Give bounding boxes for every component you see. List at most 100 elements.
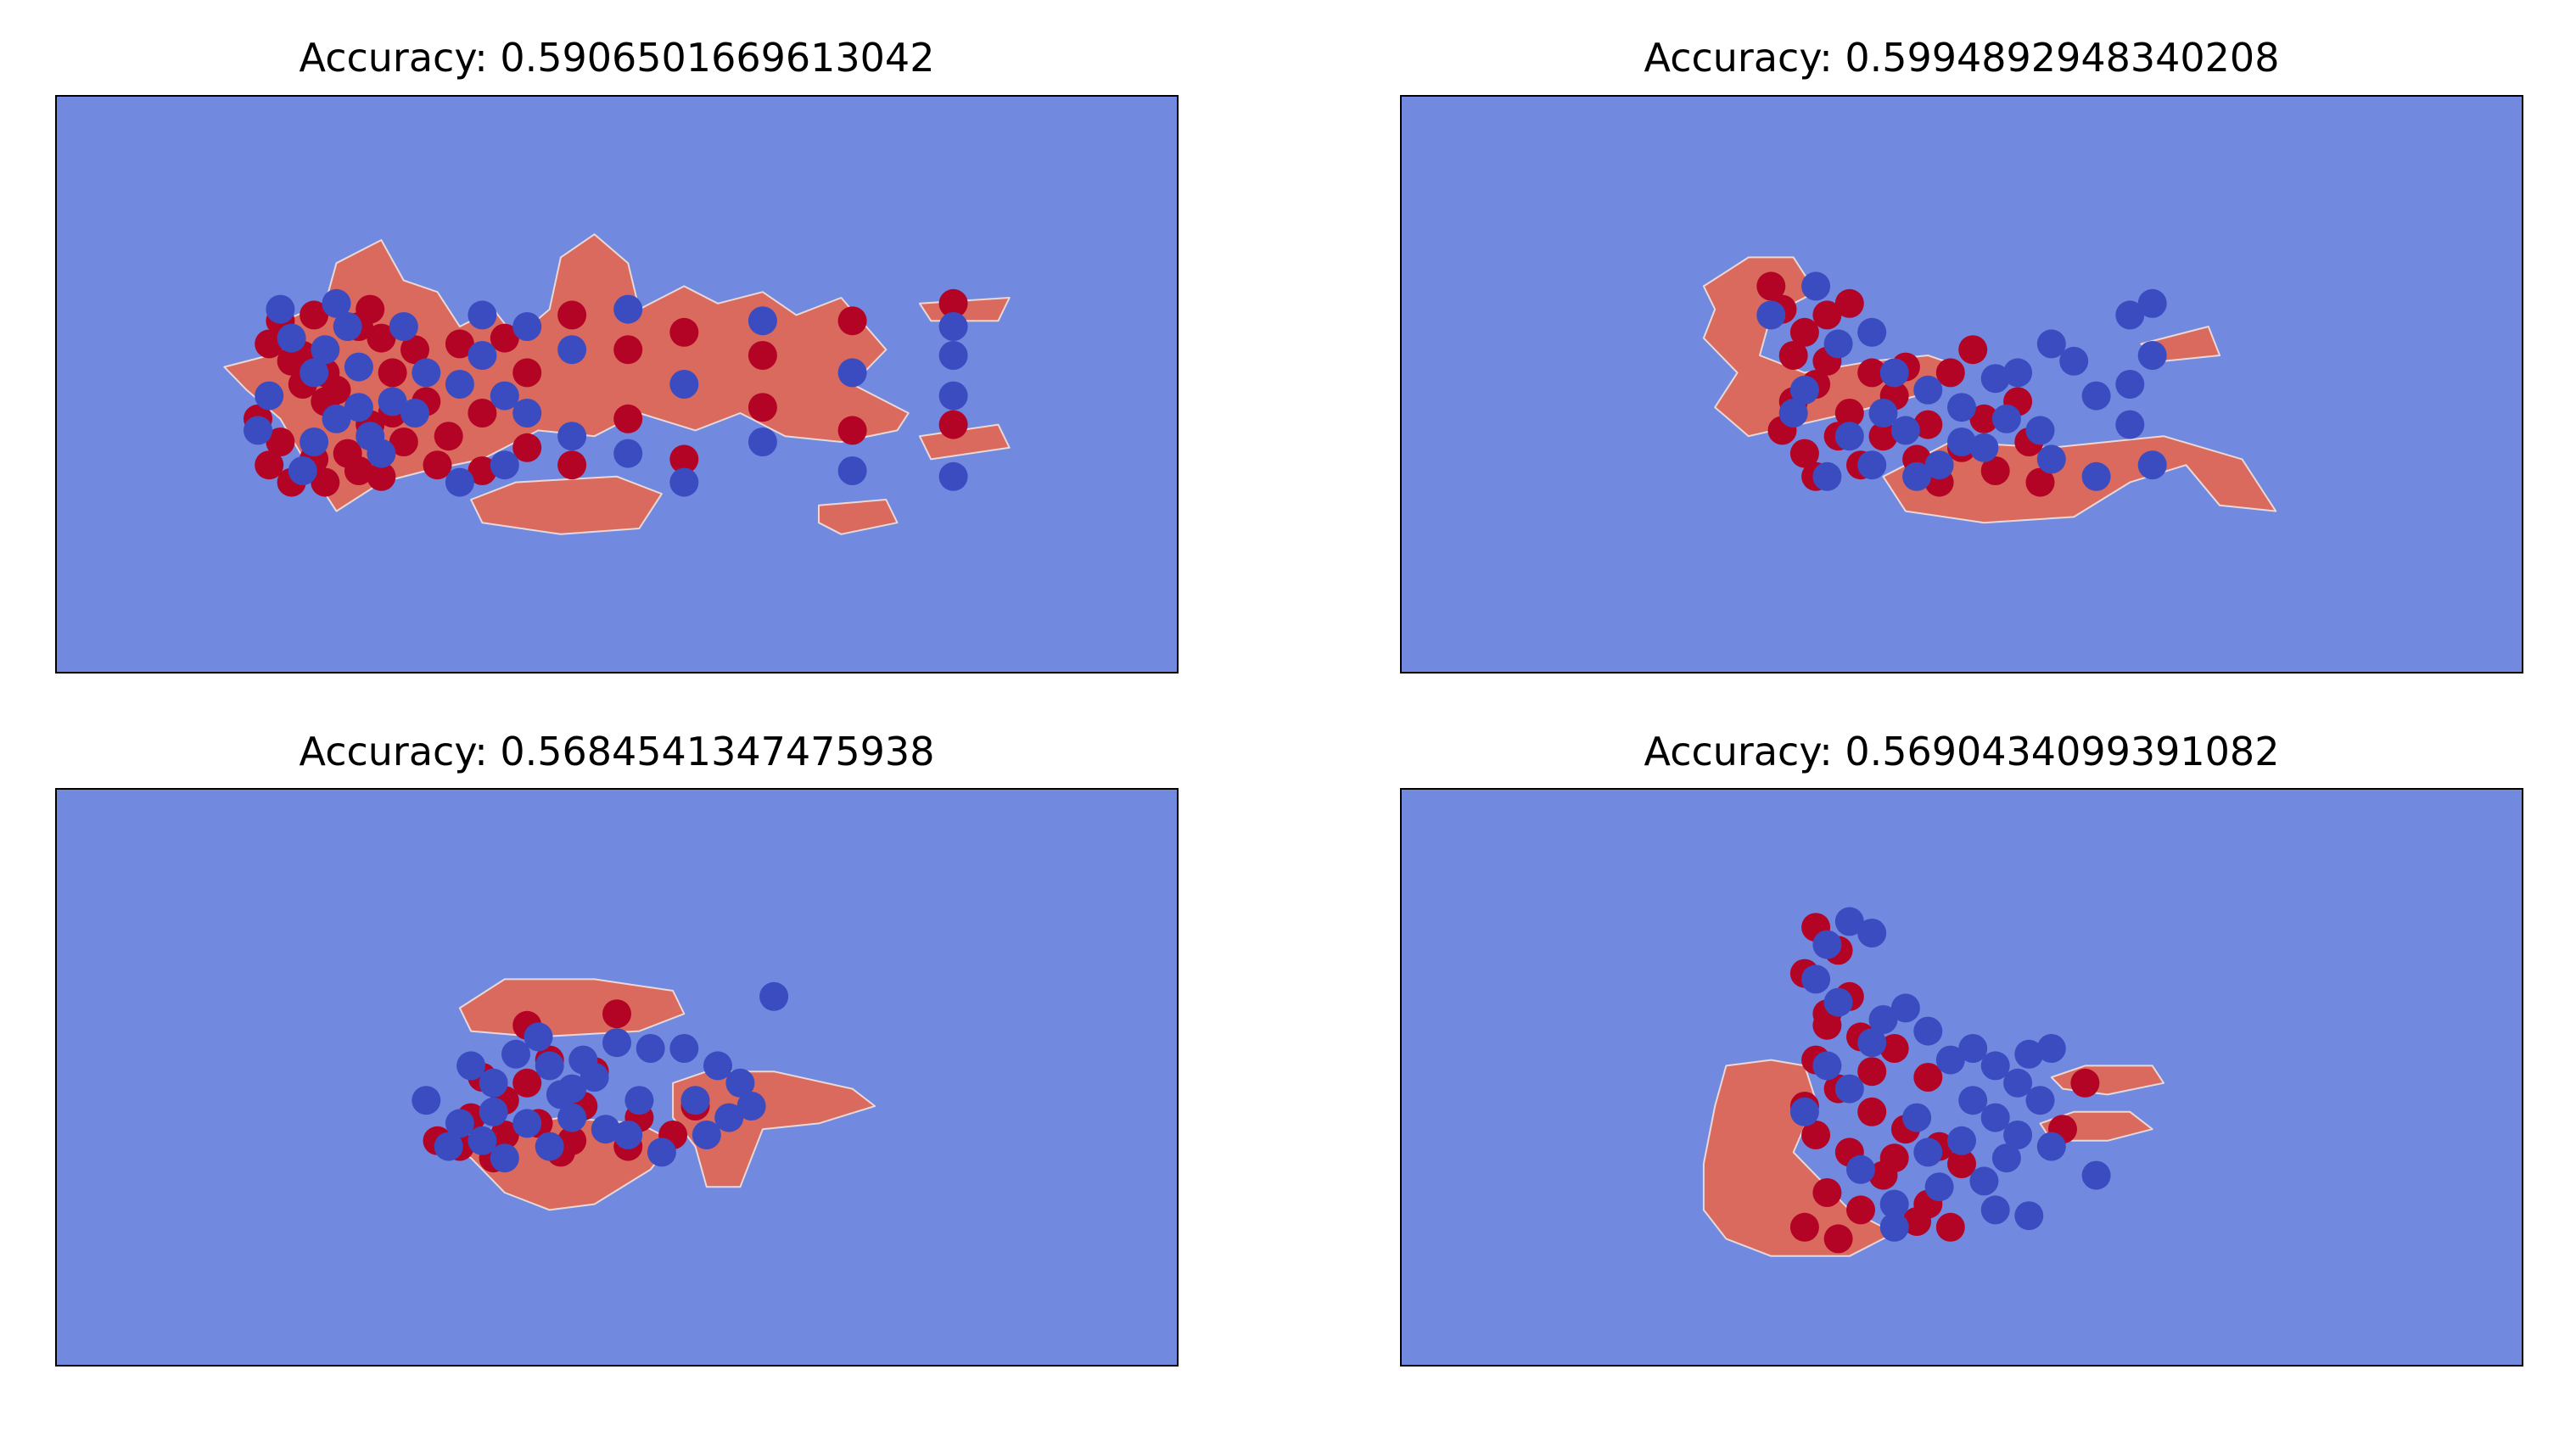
- data-point-class-0: [445, 1109, 474, 1138]
- data-point-class-1: [255, 450, 284, 480]
- data-point-class-0: [938, 461, 968, 491]
- data-point-class-0: [837, 456, 867, 485]
- data-point-class-0: [2036, 1132, 2066, 1161]
- data-point-class-0: [389, 312, 418, 341]
- data-point-class-0: [725, 1068, 755, 1098]
- data-point-class-0: [1756, 300, 1786, 330]
- axes-frame: [55, 95, 1179, 673]
- data-point-class-0: [1913, 1137, 1943, 1167]
- data-point-class-1: [378, 358, 407, 388]
- data-point-class-0: [2003, 1121, 2033, 1149]
- data-point-class-1: [613, 404, 643, 433]
- axes-frame: [1400, 95, 2523, 673]
- data-point-class-0: [2003, 1068, 2033, 1098]
- data-points: [412, 981, 789, 1173]
- data-point-class-1: [1969, 404, 1999, 433]
- data-point-class-1: [613, 335, 643, 365]
- data-point-class-0: [501, 1039, 530, 1069]
- data-point-class-0: [288, 456, 317, 485]
- data-point-class-0: [479, 1068, 508, 1098]
- data-point-class-0: [613, 439, 643, 468]
- data-point-class-1: [266, 428, 295, 456]
- data-point-class-0: [1801, 271, 1831, 301]
- decision-regions: [1401, 789, 2523, 1366]
- data-point-class-0: [322, 288, 351, 318]
- data-point-class-1: [1913, 410, 1943, 439]
- data-point-class-1: [1756, 271, 1786, 301]
- data-point-class-1: [602, 999, 631, 1029]
- data-point-class-0: [557, 1103, 587, 1132]
- data-point-class-0: [255, 381, 284, 411]
- data-point-class-0: [669, 370, 699, 399]
- data-point-class-0: [1913, 1016, 1943, 1046]
- data-point-class-1: [557, 300, 587, 330]
- data-point-class-0: [535, 1051, 564, 1081]
- data-point-class-0: [1834, 907, 1864, 936]
- data-point-class-0: [669, 467, 699, 497]
- data-point-class-0: [1789, 1097, 1819, 1126]
- plot-area: [1401, 789, 2523, 1366]
- data-point-class-0: [2036, 329, 2066, 359]
- data-point-class-1: [1812, 1010, 1842, 1040]
- data-point-class-1: [445, 329, 474, 359]
- data-point-class-1: [1857, 1097, 1887, 1126]
- decision-regions: [1401, 96, 2523, 673]
- axes-frame: [1400, 788, 2523, 1367]
- plot-area: [56, 789, 1178, 1366]
- data-point-class-0: [468, 1126, 497, 1155]
- data-point-class-0: [1868, 399, 1898, 428]
- data-point-class-1: [1857, 1057, 1887, 1087]
- data-point-class-0: [1823, 329, 1853, 359]
- data-point-class-1: [1778, 341, 1808, 370]
- data-point-class-0: [1789, 375, 1819, 405]
- data-point-class-0: [1980, 1103, 2010, 1132]
- data-point-class-1: [356, 294, 385, 324]
- plot-area: [1401, 96, 2523, 673]
- data-point-class-0: [938, 381, 968, 411]
- data-point-class-0: [1958, 1034, 1988, 1063]
- data-point-class-0: [1812, 930, 1842, 959]
- data-point-class-0: [647, 1137, 676, 1167]
- data-point-class-0: [367, 439, 396, 468]
- data-point-class-0: [2115, 300, 2145, 330]
- data-point-class-0: [580, 1063, 609, 1092]
- data-point-class-0: [748, 428, 777, 456]
- data-point-class-0: [714, 1103, 744, 1132]
- subplot-top-right: Accuracy: 0.5994892948340208: [1400, 35, 2523, 673]
- data-point-class-1: [512, 358, 542, 388]
- data-point-class-0: [512, 312, 542, 341]
- data-points: [1789, 907, 2111, 1254]
- decision-region-class-1: [818, 499, 899, 535]
- data-point-class-0: [322, 404, 351, 433]
- data-point-class-0: [277, 323, 306, 353]
- data-point-class-0: [300, 358, 329, 388]
- data-point-class-1: [367, 323, 396, 353]
- data-point-class-0: [1834, 1074, 1864, 1104]
- data-point-class-1: [1801, 1121, 1831, 1149]
- data-points: [1756, 271, 2167, 497]
- region-class-0-background: [1401, 789, 2523, 1366]
- data-point-class-0: [1868, 1005, 1898, 1034]
- data-point-class-0: [557, 1074, 587, 1104]
- decision-region-class-1: [1702, 1059, 1896, 1257]
- data-point-class-0: [311, 335, 340, 365]
- data-point-class-0: [333, 312, 362, 341]
- data-point-class-0: [602, 1028, 631, 1058]
- data-point-class-0: [456, 1051, 486, 1081]
- data-point-class-0: [2036, 444, 2066, 474]
- axes-frame: [55, 788, 1179, 1367]
- decision-regions: [56, 96, 1178, 673]
- subplot-top-left: Accuracy: 0.5906501669613042: [55, 35, 1179, 673]
- data-point-class-0: [748, 306, 777, 336]
- data-points: [244, 288, 968, 497]
- data-point-class-0: [490, 450, 519, 480]
- data-point-class-1: [669, 444, 699, 474]
- data-point-class-1: [512, 1068, 542, 1098]
- data-point-class-0: [400, 399, 429, 428]
- data-point-class-0: [512, 1109, 542, 1138]
- data-point-class-1: [2070, 1068, 2100, 1098]
- data-point-class-1: [1879, 1034, 1909, 1063]
- data-point-class-1: [1789, 1212, 1819, 1242]
- data-point-class-0: [1924, 450, 1954, 480]
- data-point-class-0: [479, 1097, 508, 1126]
